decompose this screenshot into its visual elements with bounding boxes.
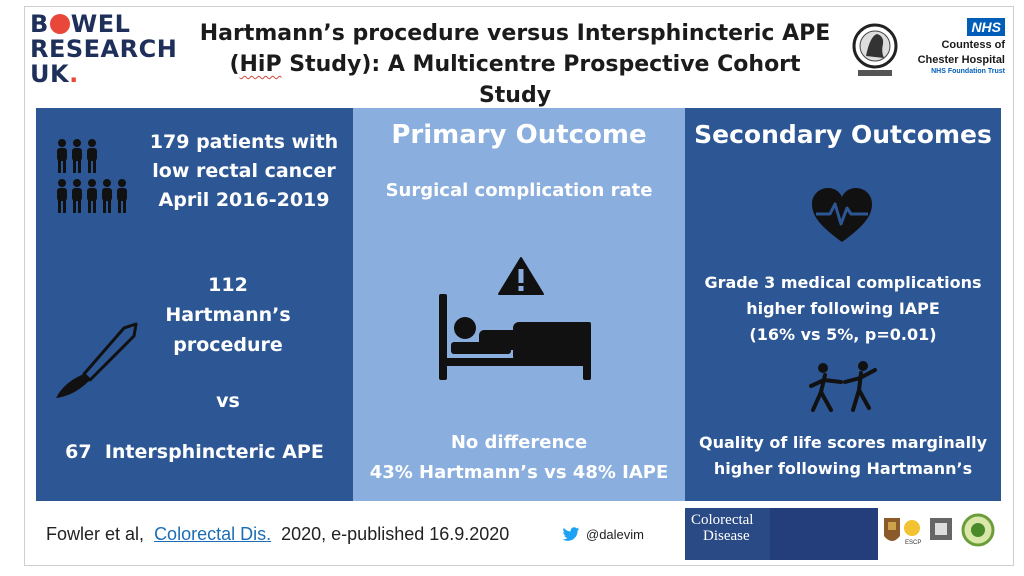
twitter-handle[interactable]: @dalevim xyxy=(562,527,644,542)
study-population-panel: 179 patients with low rectal cancer Apri… xyxy=(36,108,353,501)
primary-outcome-subheading: Surgical complication rate xyxy=(385,180,653,201)
citation: Fowler et al, Colorectal Dis. 2020, e-pu… xyxy=(46,524,510,544)
hartmann-count: 112 xyxy=(208,274,248,296)
journal-link[interactable]: Colorectal Dis. xyxy=(154,524,272,544)
heart-pulse-icon xyxy=(812,188,872,242)
secondary-outcomes-panel: Secondary Outcomes Grade 3 medical compl… xyxy=(685,108,1001,501)
nhs-badge: NHS xyxy=(967,18,1005,36)
twitter-icon xyxy=(562,527,580,541)
bowel-research-uk-logo: B WEL RESEARCH UK. xyxy=(30,10,178,88)
primary-outcome-heading: Primary Outcome xyxy=(391,120,647,150)
warning-icon xyxy=(498,257,544,295)
primary-outcome-panel: Primary Outcome Surgical complication ra… xyxy=(353,108,685,501)
society-logo-icon xyxy=(930,518,952,540)
partner-logos: ESCP xyxy=(884,513,995,547)
svg-text:ESCP: ESCP xyxy=(905,540,921,546)
escp-logo-icon: ESCP xyxy=(904,520,921,546)
association-logo-icon xyxy=(961,513,995,547)
logo-o-dot xyxy=(49,14,70,34)
hospital-logo: NHS Countess of Chester Hospital NHS Fou… xyxy=(917,18,1005,75)
iape-count: 67 Intersphincteric APE xyxy=(65,441,324,463)
journal-cover: Colorectal Disease xyxy=(685,508,878,560)
grade3-complications: Grade 3 medical complications xyxy=(704,273,982,292)
scalpel-icon xyxy=(56,322,138,398)
secondary-outcomes-heading: Secondary Outcomes xyxy=(694,120,992,149)
quality-of-life: Quality of life scores marginally xyxy=(699,433,987,452)
vs-label: vs xyxy=(216,390,240,412)
page-title: Hartmann’s procedure versus Intersphinct… xyxy=(199,21,831,108)
hospital-bed-icon xyxy=(439,294,591,380)
crest-logo-icon xyxy=(884,518,900,541)
people-icon xyxy=(57,139,127,213)
patients-count: 179 patients with xyxy=(149,131,339,153)
university-crest-icon xyxy=(852,23,898,76)
dancing-people-icon xyxy=(809,361,877,412)
primary-result: No difference xyxy=(450,432,588,453)
